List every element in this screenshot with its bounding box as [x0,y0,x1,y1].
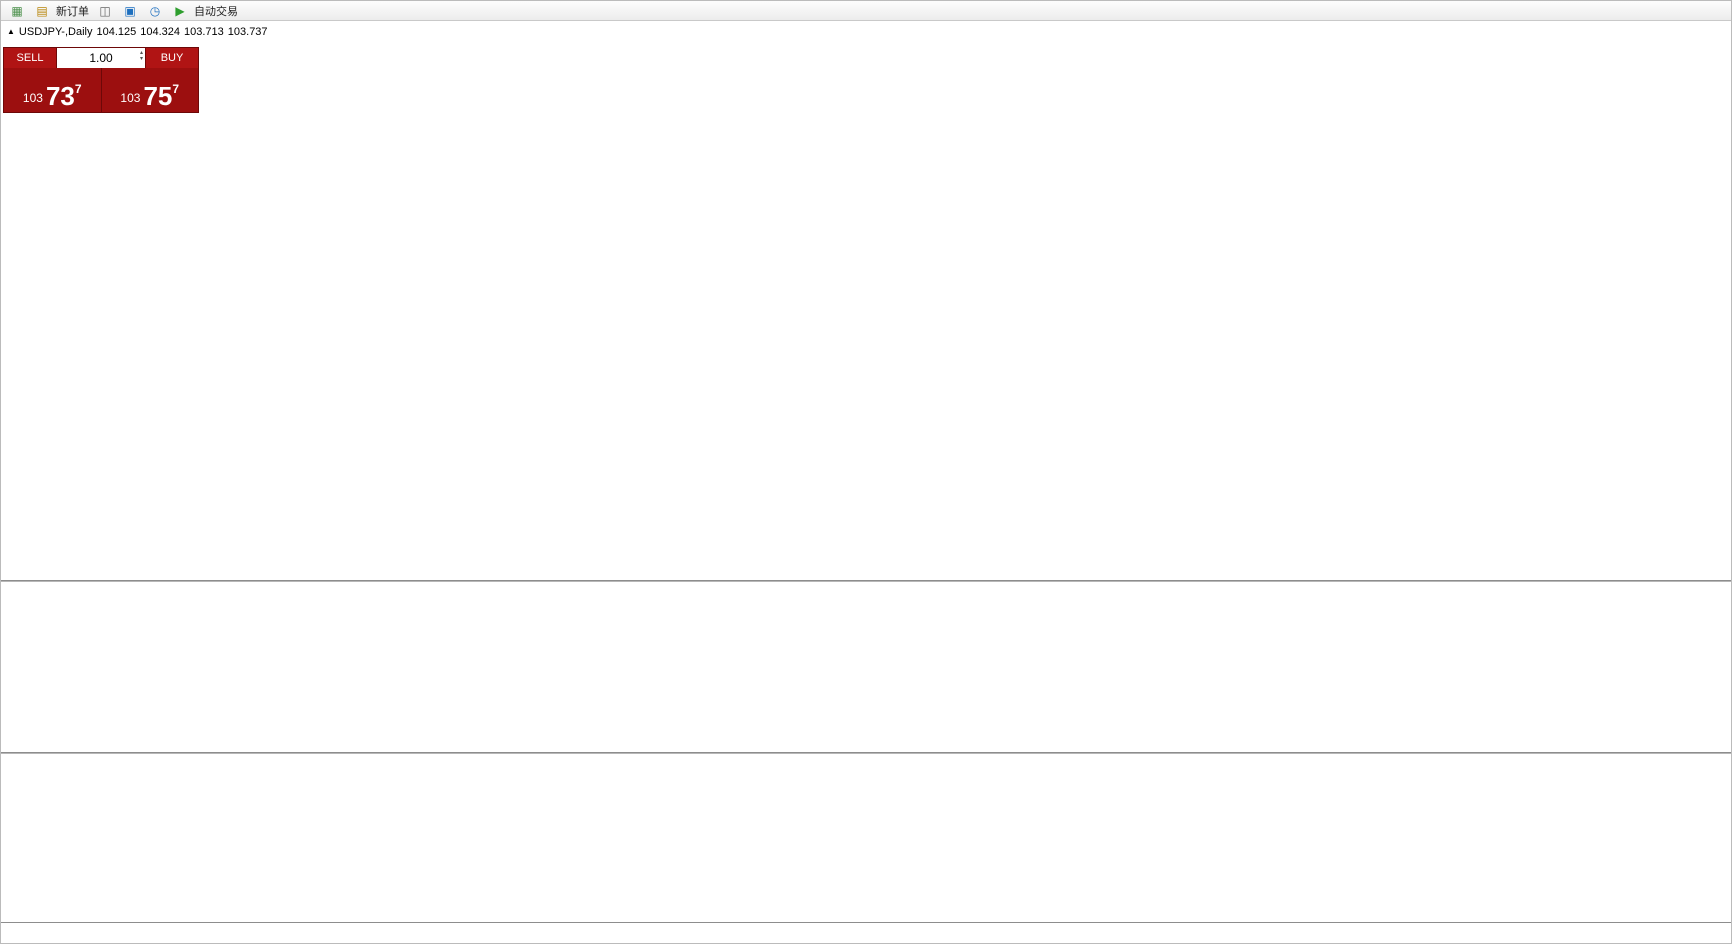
bid-pips: 73 [45,81,75,111]
strategy-tester-icon[interactable]: ◷ [149,3,161,18]
time-axis[interactable] [1,922,1731,943]
bid-price-button[interactable]: 103 73 7 [4,68,101,112]
collapse-trade-panel-icon[interactable]: ▲ [7,27,15,36]
macd-panel[interactable] [1,582,1732,752]
ohlc-low: 103.713 [184,26,224,38]
new-order-icon[interactable]: ▤ [36,3,48,18]
ask-point: 7 [172,82,180,96]
ohlc-close: 103.737 [227,26,268,38]
bid-integer: 103 [22,91,43,105]
price-chart[interactable] [1,21,1732,580]
ohlc-high: 104.324 [140,26,181,38]
ask-integer: 103 [120,91,141,105]
new-order-label[interactable]: 新订单 [56,5,89,18]
sell-button[interactable]: SELL [4,48,56,68]
auto-trading-label[interactable]: 自动交易 [194,5,238,18]
bid-point: 7 [74,82,82,96]
panel-splitter[interactable] [1,580,1731,582]
one-click-trading-panel: SELL 1.00 ▴ ▾ BUY 103 73 7 103 75 [3,47,199,113]
buy-button[interactable]: BUY [146,48,198,68]
auto-trading-icon[interactable]: ▶ [175,3,185,18]
chart-title: USDJPY-,Daily [18,26,93,38]
rsi-panel[interactable] [1,754,1732,922]
new-chart-icon[interactable]: ▦ [11,3,23,18]
volume-value: 1.00 [89,51,113,65]
chart-window: ▲ USDJPY-,Daily 104.125 104.324 103.713 103.7… [1,21,1732,943]
panel-splitter[interactable] [1,752,1731,754]
symbol-header: ▲ USDJPY-,Daily 104.125 104.324 103.713 103.7… [7,26,272,38]
volume-input[interactable]: 1.00 ▴ ▾ [56,48,146,68]
ask-pips: 75 [143,81,173,111]
chart-window-icon[interactable]: ◫ [99,3,111,18]
ohlc-open: 104.125 [96,26,137,38]
terminal-icon[interactable]: ▣ [124,3,136,18]
main-toolbar: ▦ ▤ 新订单 ◫ ▣ ◷ ▶ 自动交易 [1,1,1731,21]
ask-price-button[interactable]: 103 75 7 [100,68,199,112]
volume-spinner[interactable]: ▴ ▾ [139,50,143,62]
